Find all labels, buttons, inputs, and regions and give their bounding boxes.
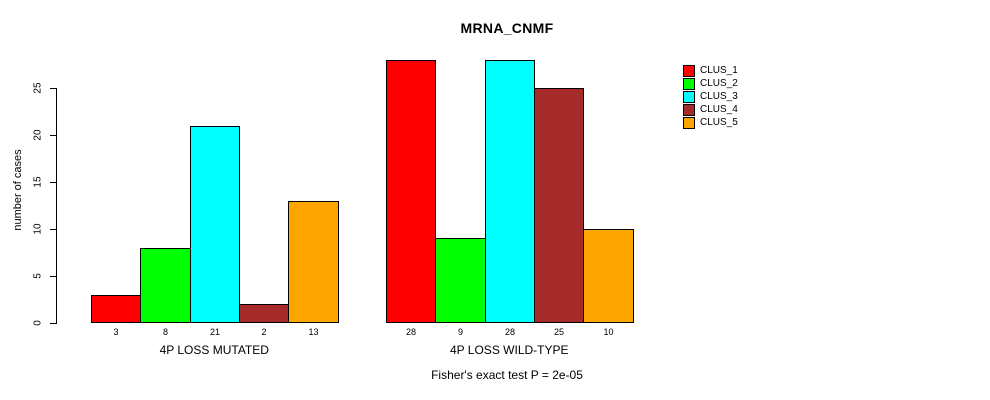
group-label: 4P LOSS MUTATED (159, 343, 269, 357)
bar-value-label: 25 (553, 327, 565, 337)
y-tick (50, 276, 56, 277)
y-tick-label: 10 (32, 223, 44, 235)
y-tick (50, 88, 56, 89)
bar-value-label: 10 (603, 327, 614, 337)
y-tick-label: 25 (32, 82, 44, 94)
bar-value-label: 2 (261, 327, 267, 337)
y-tick (50, 323, 56, 324)
y-axis-title: number of cases (12, 149, 24, 231)
y-tick (50, 135, 56, 136)
bar-value-label: 21 (209, 327, 221, 337)
bar-value-label: 28 (504, 327, 516, 337)
y-tick-label: 15 (32, 176, 44, 188)
bar-value-label: 3 (113, 327, 119, 337)
legend-swatch-icon (683, 64, 695, 77)
legend-label: CLUS_5 (700, 117, 738, 128)
y-tick-label: 0 (32, 320, 44, 326)
legend-swatch-icon (683, 116, 695, 129)
legend-item-clus_4: CLUS_4 (683, 103, 738, 116)
y-axis-line (56, 88, 57, 324)
legend-swatch-icon (683, 103, 695, 116)
legend-item-clus_5: CLUS_5 (683, 116, 738, 129)
bar-clus-5-4p-loss-mutated (288, 201, 339, 323)
legend-item-clus_3: CLUS_3 (683, 90, 738, 103)
legend-label: CLUS_3 (700, 91, 738, 102)
legend-item-clus_2: CLUS_2 (683, 77, 738, 90)
legend-label: CLUS_1 (700, 65, 738, 76)
bar-value-label: 13 (308, 327, 319, 337)
bar-clus-2-4p-loss-mutated (140, 248, 191, 323)
y-tick (50, 229, 56, 230)
bar-clus-1-4p-loss-mutated (91, 295, 141, 323)
legend: CLUS_1 CLUS_2 CLUS_3 CLUS_4 CLUS_5 (683, 64, 738, 129)
y-tick (50, 182, 56, 183)
group-label: 4P LOSS WILD-TYPE (450, 343, 569, 357)
chart-title: MRNA_CNMF (460, 20, 554, 36)
bar-value-label: 28 (405, 327, 417, 337)
legend-label: CLUS_4 (700, 104, 738, 115)
legend-item-clus_1: CLUS_1 (683, 64, 738, 77)
bar-clus-2-4p-loss-wild-type (435, 238, 486, 323)
y-tick-label: 20 (32, 129, 44, 141)
bar-clus-3-4p-loss-wild-type (485, 60, 535, 323)
legend-swatch-icon (683, 90, 695, 103)
bar-clus-5-4p-loss-wild-type (583, 229, 634, 323)
bar-clus-1-4p-loss-wild-type (386, 60, 436, 323)
legend-swatch-icon (683, 77, 695, 90)
footnote: Fisher's exact test P = 2e-05 (431, 368, 583, 382)
bar-clus-3-4p-loss-mutated (190, 126, 240, 323)
legend-label: CLUS_2 (700, 78, 738, 89)
y-tick-label: 5 (32, 273, 44, 279)
bar-value-label: 9 (457, 327, 464, 337)
bar-clus-4-4p-loss-mutated (239, 304, 289, 323)
bar-value-label: 8 (162, 327, 169, 337)
bar-clus-4-4p-loss-wild-type (534, 88, 584, 323)
